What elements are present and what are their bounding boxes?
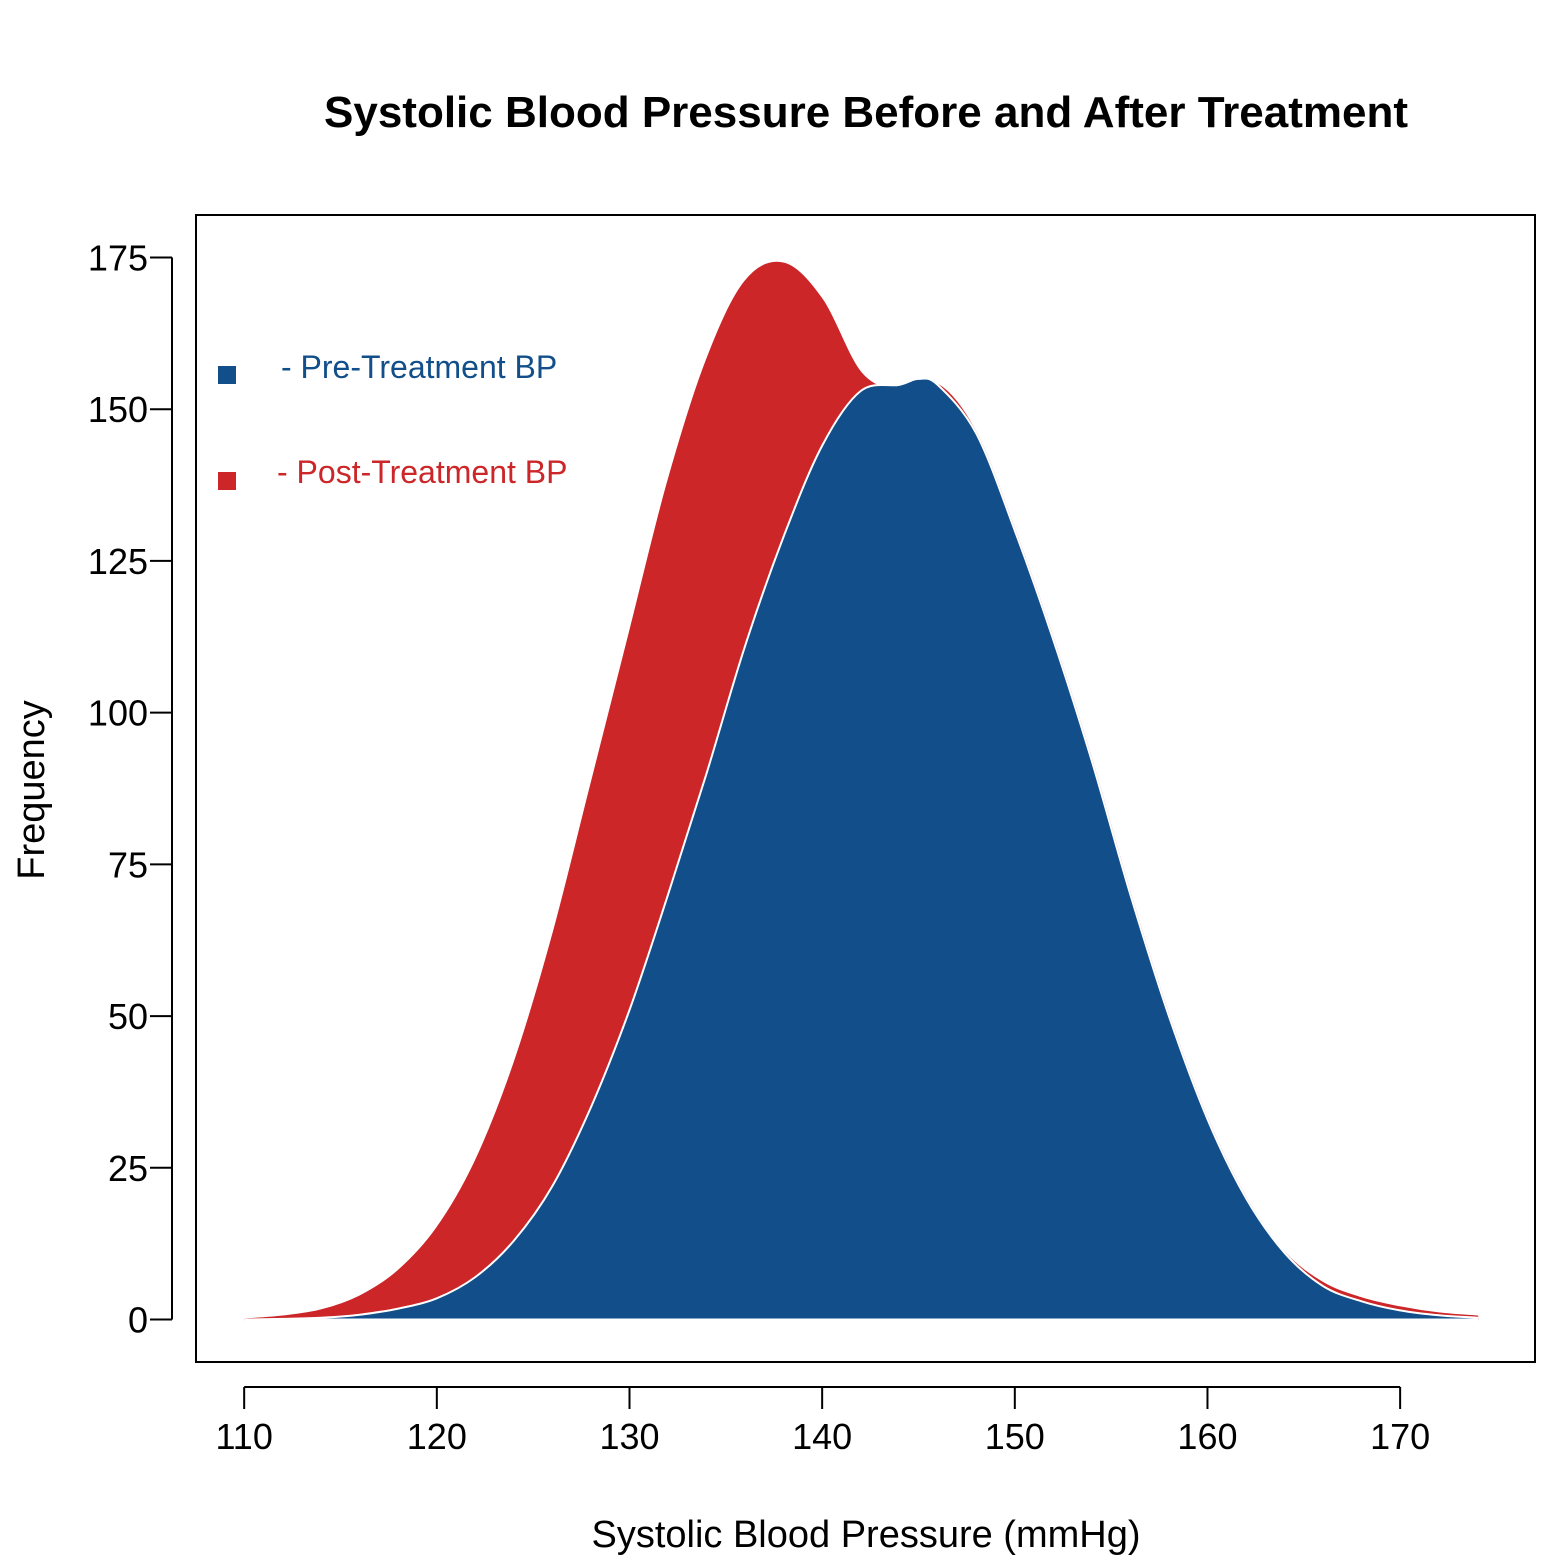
y-tick-label: 100	[88, 693, 148, 734]
legend-swatch-post-treatment	[218, 472, 236, 490]
series-layer	[244, 261, 1479, 1321]
plot-frame	[195, 214, 1536, 1363]
y-tick-label: 75	[108, 844, 148, 885]
x-tick-label: 130	[599, 1416, 659, 1457]
x-tick-label: 170	[1370, 1416, 1430, 1457]
x-axis: 110 120 130 140 150 160 170	[215, 1386, 1430, 1457]
series-area-pre-treatment	[244, 377, 1479, 1321]
y-tick-label: 25	[108, 1148, 148, 1189]
x-tick-label: 150	[985, 1416, 1045, 1457]
y-tick-label: 0	[128, 1300, 148, 1341]
y-tick-label: 150	[88, 389, 148, 430]
x-axis-label: Systolic Blood Pressure (mmHg)	[591, 1514, 1140, 1556]
x-tick-label: 120	[407, 1416, 467, 1457]
y-tick-label: 175	[88, 237, 148, 278]
y-axis: 0 25 50 75 100 125 150 175	[88, 237, 173, 1341]
legend: - Pre-Treatment BP - Post-Treatment BP	[218, 349, 567, 490]
y-tick-label: 125	[88, 541, 148, 582]
y-axis-label: Frequency	[11, 700, 53, 880]
chart-title: Systolic Blood Pressure Before and After…	[324, 88, 1408, 137]
y-tick-label: 50	[108, 996, 148, 1037]
legend-swatch-pre-treatment	[218, 366, 236, 384]
legend-label-post-treatment: - Post-Treatment BP	[277, 454, 567, 490]
x-tick-label: 110	[215, 1416, 272, 1457]
x-tick-label: 140	[792, 1416, 852, 1457]
legend-label-pre-treatment: - Pre-Treatment BP	[281, 349, 557, 385]
x-tick-label: 160	[1177, 1416, 1237, 1457]
